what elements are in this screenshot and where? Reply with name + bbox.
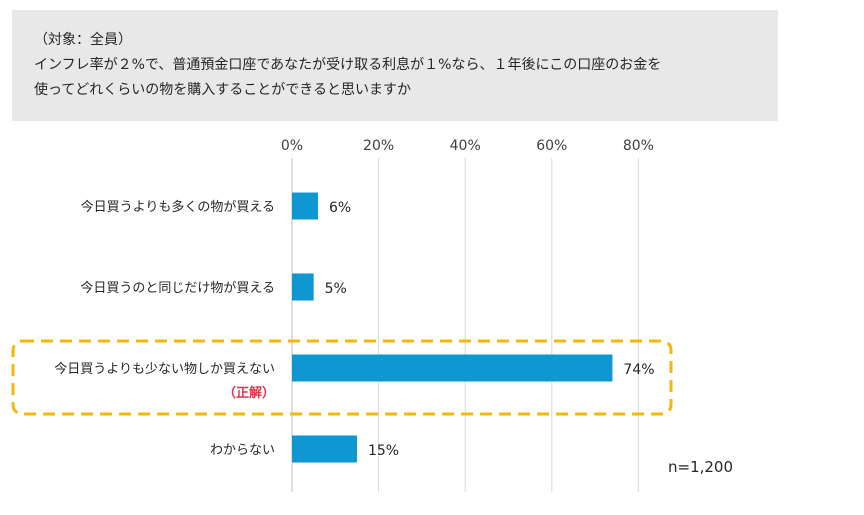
correct-answer-note: （正解） (223, 385, 275, 401)
x-tick-label: 40% (450, 138, 481, 154)
question-line-2: 使ってどれくらいの物を購入することができると思いますか (34, 82, 412, 98)
value-label: 74% (623, 362, 654, 378)
category-label: わからない (210, 443, 275, 458)
bar (292, 354, 613, 382)
bar (292, 192, 318, 220)
category-label: 今日買うのと同じだけ物が買える (80, 280, 275, 296)
x-tick-label: 80% (623, 138, 654, 154)
x-tick-label: 20% (363, 138, 394, 154)
category-label: 今日買うよりも多くの物が買える (81, 199, 275, 215)
bar (292, 273, 314, 301)
question-box: （対象：全員） インフレ率が２%で、普通預金口座であなたが受け取る利息が１%なら… (12, 10, 778, 121)
x-tick-label: 0% (281, 138, 303, 154)
sample-size: n=1,200 (668, 458, 734, 476)
category-label: 今日買うよりも少ない物しか買えない (54, 361, 275, 377)
value-label: 6% (329, 200, 351, 216)
bar (292, 435, 357, 463)
value-label: 15% (368, 443, 399, 459)
x-tick-label: 60% (536, 138, 567, 154)
question-target: （対象：全員） (34, 32, 132, 48)
question-line-1: インフレ率が２%で、普通預金口座であなたが受け取る利息が１%なら、１年後にこの口… (34, 57, 662, 73)
value-label: 5% (325, 281, 347, 297)
